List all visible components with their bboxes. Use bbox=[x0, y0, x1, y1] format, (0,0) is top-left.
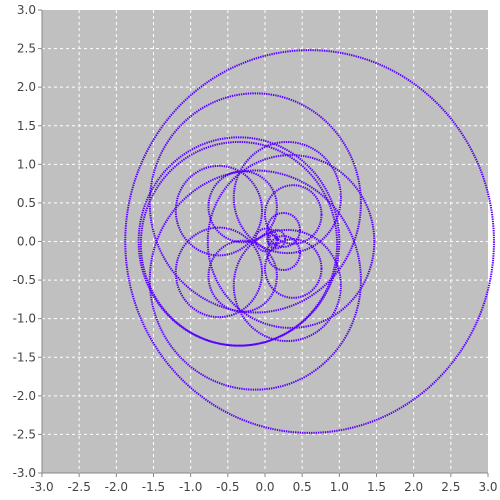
data-circle bbox=[148, 92, 362, 314]
data-circle bbox=[148, 169, 362, 391]
data-circle bbox=[266, 234, 278, 246]
y-tick-label: -3.0 bbox=[13, 466, 36, 480]
y-axis: 3.0 2.5 2.0 1.5 1.0 0.5 0.0 -0.5 -1.0 -1.5 -2.0 -2.… bbox=[13, 3, 43, 480]
data-circle bbox=[207, 239, 278, 313]
data-circle bbox=[174, 226, 264, 319]
data-circle bbox=[264, 184, 323, 245]
data-circle bbox=[266, 235, 301, 272]
y-tick-label: -2.0 bbox=[13, 389, 36, 403]
x-tick-label: 0.5 bbox=[293, 480, 312, 494]
data-circle bbox=[206, 154, 376, 329]
y-tick-label: 2.5 bbox=[17, 42, 36, 56]
y-tick-label: 2.0 bbox=[17, 80, 36, 94]
x-tick-label: 2.0 bbox=[404, 480, 423, 494]
x-tick-label: 1.0 bbox=[330, 480, 349, 494]
y-tick-label: 0.0 bbox=[17, 235, 36, 249]
data-circle bbox=[137, 136, 341, 347]
y-tick-label: 1.5 bbox=[17, 119, 36, 133]
data-circle bbox=[207, 170, 278, 244]
y-tick-label: -1.0 bbox=[13, 312, 36, 326]
y-tick-label: -1.5 bbox=[13, 350, 36, 364]
x-tick-label: 1.5 bbox=[367, 480, 386, 494]
data-circle bbox=[174, 164, 264, 257]
x-tick-label: -2.5 bbox=[67, 480, 90, 494]
data-circle bbox=[264, 238, 323, 299]
x-tick-label: 0.0 bbox=[255, 480, 274, 494]
grid-lines bbox=[42, 10, 488, 473]
x-tick-label: -0.5 bbox=[216, 480, 239, 494]
x-axis: -3.0 -2.5 -2.0 -1.5 -1.0 -0.5 0.0 0.5 1.0 1.5 2.0 2… bbox=[30, 472, 498, 494]
data-series bbox=[124, 49, 495, 434]
x-tick-label: -1.5 bbox=[142, 480, 165, 494]
data-circle bbox=[232, 140, 342, 255]
x-tick-label: -1.0 bbox=[179, 480, 202, 494]
data-circle bbox=[232, 228, 342, 343]
x-tick-label: 2.5 bbox=[441, 480, 460, 494]
y-tick-label: 3.0 bbox=[17, 3, 36, 17]
y-tick-label: -0.5 bbox=[13, 273, 36, 287]
y-tick-label: 1.0 bbox=[17, 157, 36, 171]
x-tick-label: -3.0 bbox=[30, 480, 53, 494]
y-tick-label: -2.5 bbox=[13, 427, 36, 441]
y-tick-label: 0.5 bbox=[17, 196, 36, 210]
x-tick-label: 3.0 bbox=[478, 480, 497, 494]
data-circle bbox=[139, 140, 339, 347]
data-circle bbox=[266, 211, 301, 248]
data-circle bbox=[124, 49, 495, 434]
x-tick-label: -2.0 bbox=[105, 480, 128, 494]
